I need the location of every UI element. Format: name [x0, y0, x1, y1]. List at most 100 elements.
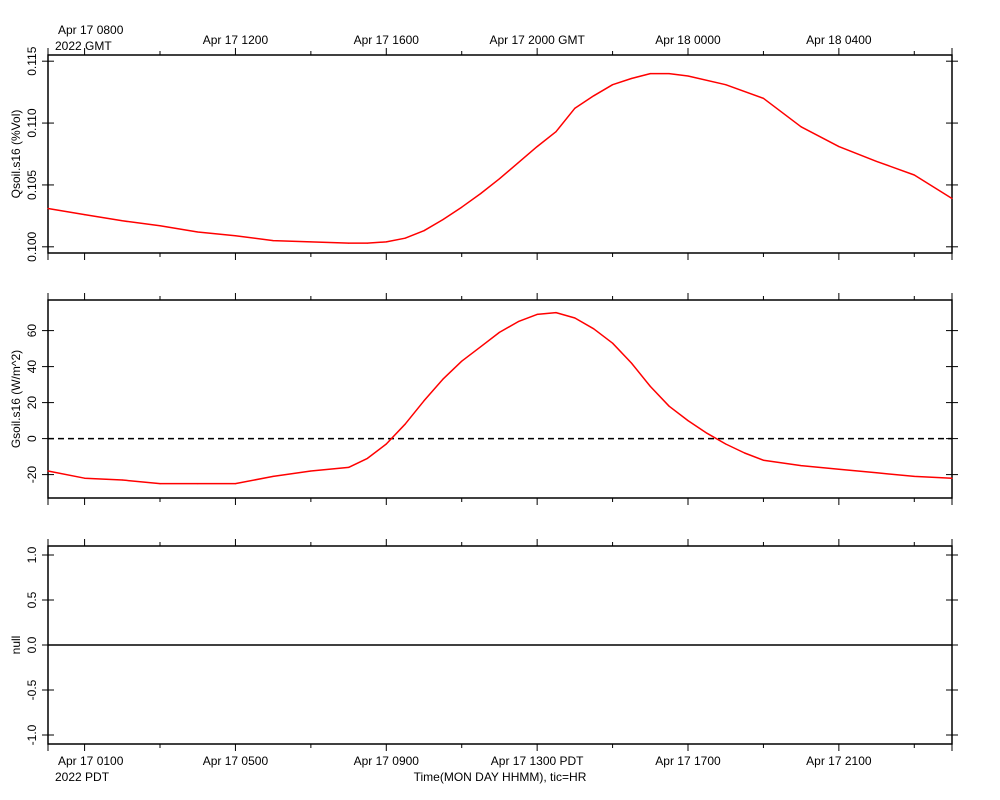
data-point	[611, 342, 614, 344]
data-point	[649, 72, 651, 75]
data-point	[951, 477, 953, 479]
data-point	[875, 472, 878, 474]
panel-1: 0.100 0.105 0.110 0.115 Qsoil.s16 (%Vol)	[9, 46, 958, 262]
data-point	[574, 317, 576, 319]
data-point	[366, 457, 369, 459]
data-point	[310, 470, 312, 472]
bottom-axis-first-label: Apr 17 0100	[58, 754, 124, 768]
y-tick-label: 0.0	[25, 636, 39, 653]
data-point	[517, 162, 519, 164]
data-point	[404, 237, 406, 239]
data-point	[310, 241, 312, 243]
y-tick-label: 0	[25, 435, 39, 442]
data-point	[800, 465, 802, 467]
data-point	[838, 145, 840, 148]
data-point	[668, 405, 670, 407]
data-point	[479, 193, 482, 195]
y-axis-label: Qsoil.s16 (%Vol)	[9, 110, 23, 199]
panel-frame	[47, 299, 953, 499]
data-point	[951, 197, 953, 200]
data-point	[159, 483, 161, 485]
data-point	[47, 644, 49, 646]
data-point	[687, 420, 689, 422]
data-point	[385, 443, 387, 445]
top-axis-tick-label: Apr 18 0400	[806, 33, 872, 47]
y-tick-label: -20	[25, 466, 39, 484]
data-point	[47, 470, 49, 472]
data-point	[536, 313, 538, 315]
data-point	[83, 214, 86, 216]
top-axis-tick-label: Apr 17 2000 GMT	[489, 33, 585, 47]
top-axis-tick-label: Apr 17 1200	[203, 33, 269, 47]
bottom-axis-tick-label: Apr 17 1700	[655, 754, 721, 768]
data-point	[611, 84, 614, 86]
bottom-axis-year-label: 2022 PDT	[55, 770, 110, 784]
top-axis-year-label: 2022 GMT	[55, 39, 112, 53]
top-axis: Apr 17 0800 2022 GMT Apr 17 1200 Apr 17 160…	[55, 23, 872, 53]
data-point	[442, 218, 444, 221]
data-point	[234, 235, 237, 237]
y-axis-label: null	[9, 636, 23, 655]
data-point	[404, 423, 406, 425]
data-point	[83, 477, 86, 479]
data-point	[498, 331, 501, 333]
y-tick-label: 0.105	[25, 170, 39, 200]
data-point	[593, 328, 595, 330]
data-point	[385, 241, 387, 243]
top-axis-first-label: Apr 17 0800	[58, 23, 124, 37]
data-point	[159, 225, 161, 227]
data-point	[555, 131, 557, 133]
data-point	[762, 459, 765, 461]
y-tick-label: 20	[25, 396, 39, 410]
data-point	[347, 466, 350, 468]
data-point	[725, 84, 727, 86]
data-point	[461, 360, 463, 362]
data-point	[234, 483, 237, 485]
data-point	[47, 207, 49, 210]
bottom-axis-tick-label: Apr 17 0500	[203, 754, 269, 768]
y-tick-label: -1.0	[25, 724, 39, 745]
data-point	[498, 178, 501, 180]
y-axis-label: Gsoil.s16 (W/m^2)	[9, 350, 23, 448]
data-point	[951, 644, 953, 646]
data-point	[555, 312, 557, 314]
top-axis-tick-label: Apr 17 1600	[354, 33, 420, 47]
data-point	[366, 242, 369, 244]
y-tick-label: 1.0	[25, 546, 39, 563]
data-point	[423, 400, 425, 402]
y-tick-label: -0.5	[25, 679, 39, 700]
data-point	[800, 126, 802, 128]
x-axis-label: Time(MON DAY HHMM), tic=HR	[414, 770, 587, 784]
data-point	[593, 95, 595, 97]
data-point	[743, 452, 746, 454]
bottom-axis-tick-label: Apr 17 2100	[806, 754, 872, 768]
data-point	[121, 220, 123, 222]
data-point	[536, 145, 538, 148]
data-point	[347, 242, 350, 244]
panel-3: -1.0 -0.5 0.0 0.5 1.0 null	[9, 539, 958, 751]
data-point	[630, 362, 633, 364]
data-point	[649, 385, 651, 387]
data-point	[725, 443, 727, 445]
data-point	[913, 475, 915, 477]
bottom-axis-tick-label: Apr 17 0900	[354, 754, 420, 768]
bottom-axis-tick-label: Apr 17 1300 PDT	[491, 754, 584, 768]
y-tick-label: 0.115	[25, 46, 39, 75]
data-point	[272, 240, 274, 242]
data-point	[913, 174, 915, 176]
y-tick-label: 0.100	[25, 231, 39, 261]
data-point	[479, 346, 482, 348]
data-point	[197, 231, 199, 233]
data-point	[706, 432, 708, 434]
data-point	[762, 97, 765, 99]
y-tick-label: 60	[25, 324, 39, 338]
data-point	[687, 75, 689, 77]
y-tick-label: 0.110	[25, 108, 39, 137]
data-point	[668, 72, 670, 75]
y-tick-label: 40	[25, 360, 39, 374]
data-point	[272, 475, 274, 477]
panel-frame	[47, 54, 953, 254]
y-tick-label: 0.5	[25, 591, 39, 608]
